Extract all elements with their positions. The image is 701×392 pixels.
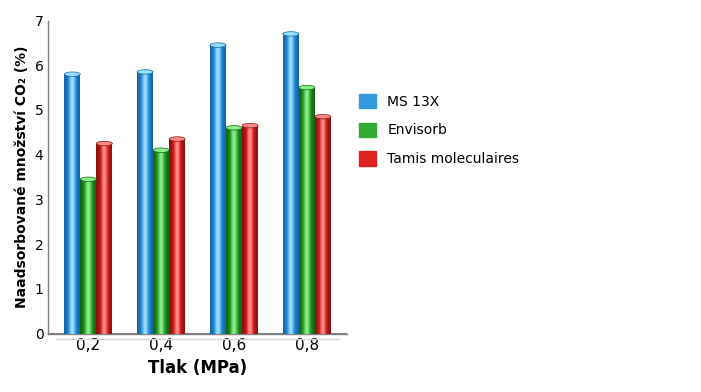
Ellipse shape (299, 85, 315, 90)
Ellipse shape (81, 177, 96, 181)
Ellipse shape (96, 141, 112, 146)
Ellipse shape (242, 123, 258, 128)
Y-axis label: Naadsorbované množství CO₂ (%): Naadsorbované množství CO₂ (%) (15, 46, 29, 308)
Ellipse shape (64, 72, 81, 76)
X-axis label: Tlak (MPa): Tlak (MPa) (148, 359, 247, 377)
Ellipse shape (210, 43, 226, 47)
Ellipse shape (169, 137, 185, 141)
Ellipse shape (226, 125, 242, 130)
Ellipse shape (137, 70, 154, 74)
Ellipse shape (315, 114, 331, 119)
Legend: MS 13X, Envisorb, Tamis moleculaires: MS 13X, Envisorb, Tamis moleculaires (354, 89, 525, 172)
Ellipse shape (154, 148, 169, 152)
Ellipse shape (283, 32, 299, 36)
